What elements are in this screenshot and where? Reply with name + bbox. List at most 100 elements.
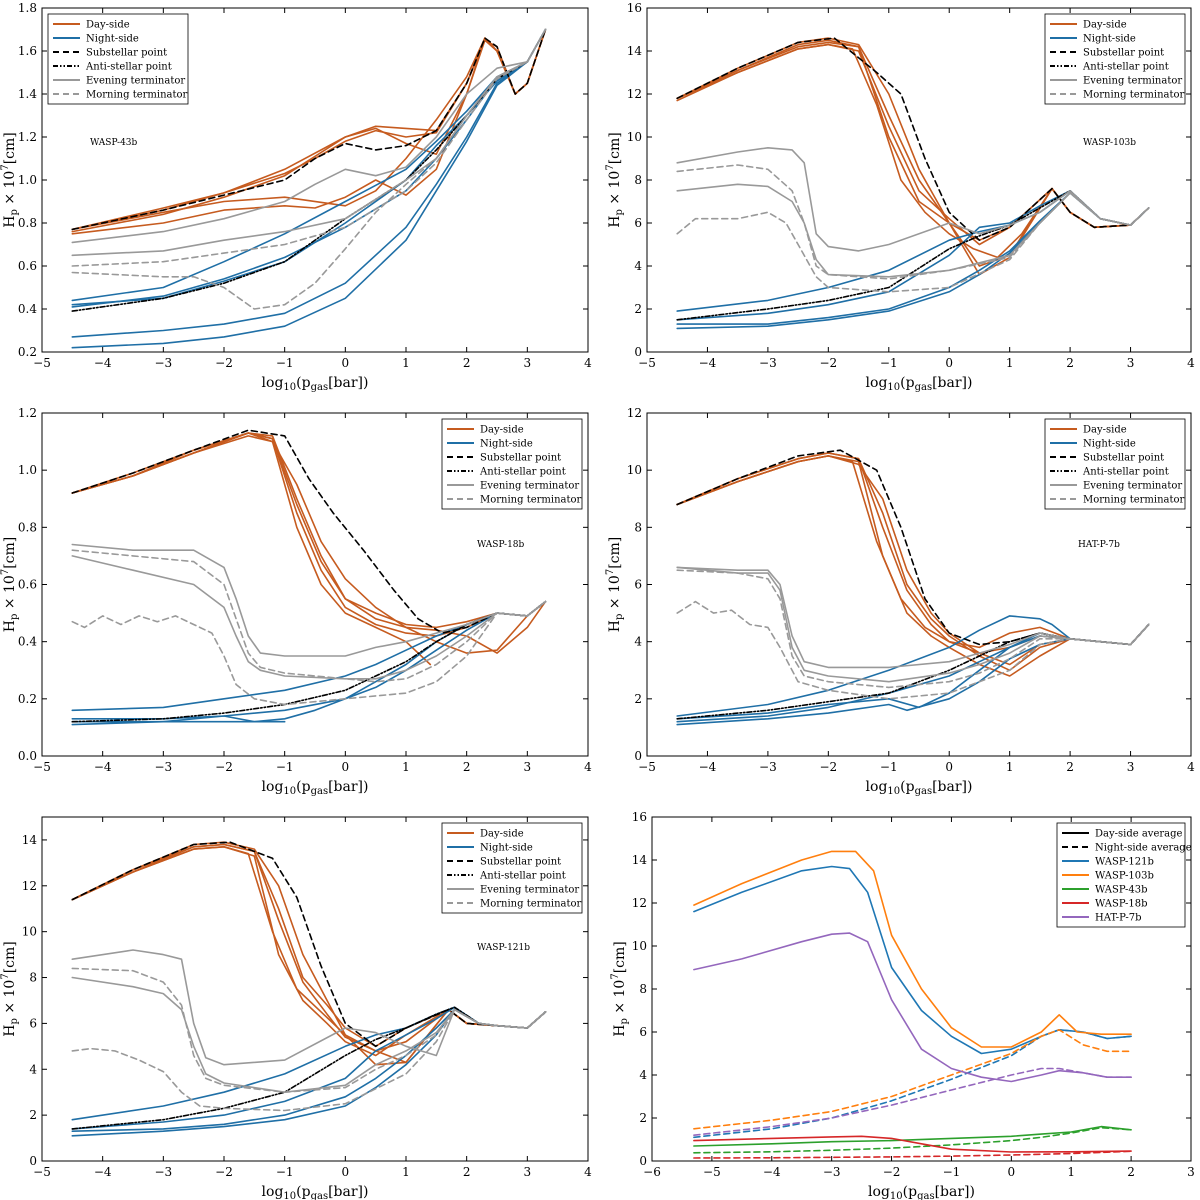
x-label-sub: gas <box>917 1191 935 1200</box>
y-tick-label: 10 <box>22 925 37 939</box>
x-tick-label: −1 <box>276 760 294 774</box>
series-line-wasp-43b-4 <box>693 1125 1132 1147</box>
x-tick-label: 2 <box>1066 760 1074 774</box>
y-label-unit: [cm] <box>612 941 628 973</box>
legend-label: Evening terminator <box>1083 76 1182 87</box>
y-tick-label: 10 <box>627 463 642 477</box>
x-label-sub: gas <box>915 382 933 393</box>
legend-label: Day-side <box>480 829 524 840</box>
axes-frame <box>41 816 589 1162</box>
y-tick-label: 0.4 <box>18 635 37 649</box>
x-label-base: 10 <box>283 786 296 797</box>
y-label-h: H <box>612 1025 628 1037</box>
legend-label: Night-side <box>480 439 533 450</box>
x-tick-label: −6 <box>643 1165 661 1179</box>
y-tick-label: 0.8 <box>18 520 37 534</box>
x-label-sub: gas <box>915 786 933 797</box>
y-tick-label: 4 <box>29 1062 37 1076</box>
x-tick-label: −1 <box>880 356 898 370</box>
series-line-morning-terminator-14 <box>71 28 547 310</box>
y-label-h: H <box>607 620 623 632</box>
x-label-base: 10 <box>887 382 900 393</box>
x-axis-label: log10(pgas[bar]) <box>866 779 973 797</box>
x-tick-label: 3 <box>524 1165 532 1179</box>
legend-label: Day-side <box>86 20 130 31</box>
y-label-times: × 10 <box>612 980 628 1018</box>
series-line-night-side-8 <box>71 1008 547 1132</box>
series-line-evening-terminator-12 <box>71 976 547 1093</box>
x-tick-label: 1 <box>402 760 410 774</box>
series-line-night-side-8 <box>71 28 547 349</box>
y-label-h: H <box>2 1025 18 1037</box>
series-line-anti-stellar-point-10 <box>71 1006 547 1130</box>
series-line-day-side-3 <box>71 435 547 654</box>
legend-label: Night-side average <box>1095 843 1192 854</box>
series-line-substellar-point-9 <box>71 841 547 1048</box>
x-axis-label: log10(pgas[bar]) <box>866 375 973 393</box>
x-tick-label: −1 <box>276 356 294 370</box>
x-tick-label: 0 <box>945 356 953 370</box>
y-tick-label: 1.2 <box>18 406 37 420</box>
y-axis-label: Hp × 107[cm] <box>605 132 625 228</box>
x-label-sub: gas <box>311 1191 329 1200</box>
y-tick-label: 0 <box>634 749 642 763</box>
y-tick-label: 6 <box>634 216 642 230</box>
x-label-base: 10 <box>283 382 296 393</box>
series-line-wasp-103b-3 <box>693 1029 1132 1130</box>
legend-box <box>1044 418 1186 510</box>
legend: Day-side average Night-side average WASP-1… <box>1056 822 1192 928</box>
y-label-unit: [cm] <box>2 537 18 569</box>
x-tick-label: −1 <box>943 1165 961 1179</box>
y-tick-label: 12 <box>627 406 642 420</box>
y-tick-label: 8 <box>29 971 37 985</box>
x-tick-label: 3 <box>524 760 532 774</box>
y-label-exp: 7 <box>605 569 616 575</box>
legend-label: Substellar point <box>480 857 561 868</box>
legend-label: Day-side average <box>1095 829 1183 840</box>
x-tick-label: 1 <box>1067 1165 1075 1179</box>
x-tick-label: −4 <box>94 760 112 774</box>
x-tick-label: −5 <box>638 356 656 370</box>
legend-box <box>441 418 583 510</box>
x-tick-label: 4 <box>584 760 592 774</box>
x-tick-label: 0 <box>945 760 953 774</box>
y-label-sub: p <box>9 1018 20 1024</box>
series-group <box>71 429 547 726</box>
panel-wasp43: −5 −4 −3 −2 −1 0 1 2 3 4 0.2 0.4 0.6 0.8 1.0 1.2 1.4 1.6 1… <box>0 1 592 393</box>
x-tick-label: 2 <box>1066 356 1074 370</box>
series-line-evening-terminator-12 <box>71 28 547 244</box>
legend-label: Anti-stellar point <box>1082 62 1169 73</box>
legend-label: Day-side <box>1083 20 1127 31</box>
planet-annotation: HAT-P-7b <box>1078 540 1120 550</box>
x-label-open: (p <box>900 779 914 795</box>
x-tick-label: −2 <box>215 356 233 370</box>
x-label-open: (p <box>900 375 914 391</box>
legend-label: Day-side <box>1083 425 1127 436</box>
y-label-unit: [cm] <box>2 132 18 164</box>
y-tick-label: 1.6 <box>18 44 37 58</box>
y-label-h: H <box>607 216 623 228</box>
x-tick-label: −2 <box>215 1165 233 1179</box>
y-label-exp: 7 <box>0 973 11 979</box>
y-tick-label: 1.2 <box>18 130 37 144</box>
x-tick-label: 3 <box>1127 356 1135 370</box>
x-tick-label: 0 <box>342 1165 350 1179</box>
y-label-times: × 10 <box>607 171 623 209</box>
x-label-log: log <box>866 779 888 795</box>
series-line-substellar-point-10 <box>71 28 547 231</box>
x-tick-label: 0 <box>342 356 350 370</box>
legend-label: Anti-stellar point <box>85 62 172 73</box>
x-axis-label: log10(pgas[bar]) <box>868 1184 975 1200</box>
x-label-log: log <box>262 1184 284 1200</box>
x-label-log: log <box>866 375 888 391</box>
x-label-base: 10 <box>887 786 900 797</box>
y-tick-label: 0.8 <box>18 216 37 230</box>
y-tick-label: 16 <box>627 1 642 15</box>
x-tick-label: −1 <box>880 760 898 774</box>
x-label-unit: [bar]) <box>328 375 368 391</box>
x-tick-label: −4 <box>763 1165 781 1179</box>
legend-label: Anti-stellar point <box>479 871 566 882</box>
x-tick-label: 2 <box>1127 1165 1135 1179</box>
y-tick-label: 0.4 <box>18 302 37 316</box>
